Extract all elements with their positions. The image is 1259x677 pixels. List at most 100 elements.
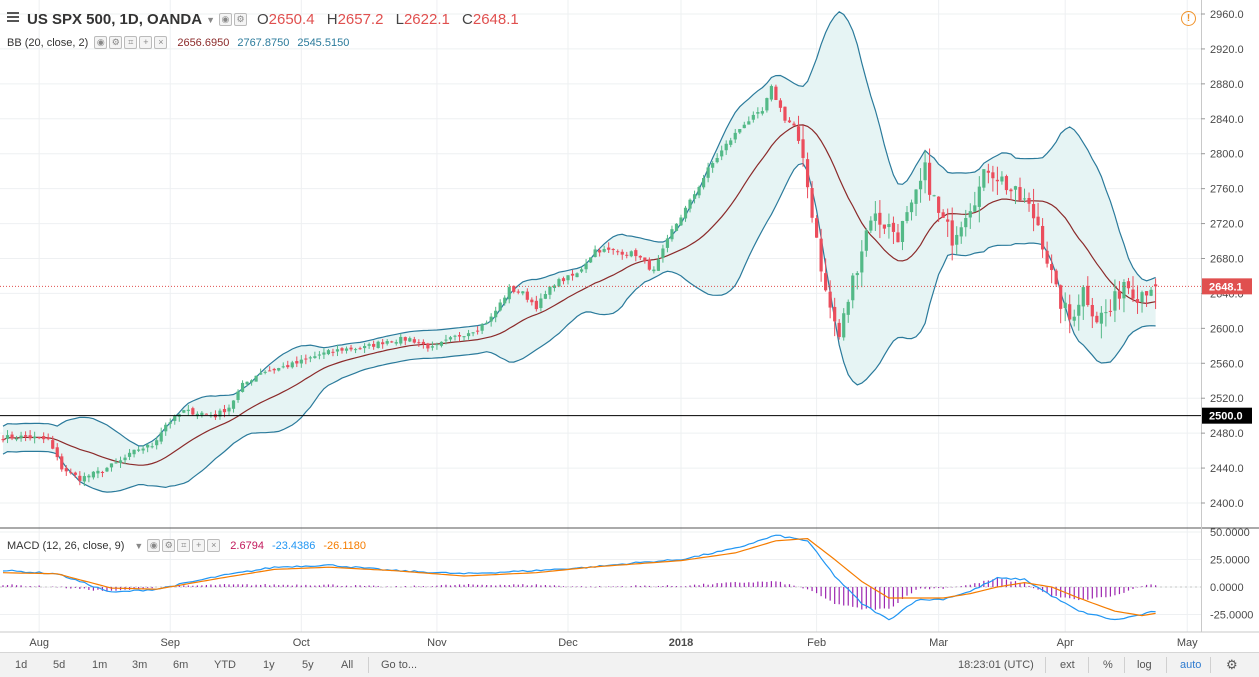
candle-up[interactable]: [855, 273, 859, 276]
candle-down[interactable]: [24, 435, 28, 437]
candle-down[interactable]: [1018, 187, 1022, 201]
candle-up[interactable]: [851, 275, 855, 301]
candle-up[interactable]: [715, 157, 719, 163]
candle-down[interactable]: [647, 259, 651, 270]
candle-up[interactable]: [137, 449, 141, 451]
candle-up[interactable]: [1013, 186, 1018, 190]
candle-up[interactable]: [702, 178, 706, 188]
candle-up[interactable]: [918, 180, 923, 190]
candle-up[interactable]: [1081, 287, 1085, 307]
candle-up[interactable]: [376, 341, 380, 348]
candle-down[interactable]: [46, 437, 50, 440]
candle-down[interactable]: [1027, 198, 1031, 204]
settings-icon[interactable]: ⚙: [109, 36, 123, 49]
chevron-down-icon[interactable]: ▼: [134, 540, 144, 551]
candle-up[interactable]: [259, 373, 263, 375]
candle-up[interactable]: [742, 124, 746, 129]
candle-down[interactable]: [417, 342, 421, 344]
candle-down[interactable]: [991, 172, 995, 179]
candle-up[interactable]: [96, 470, 100, 474]
candle-down[interactable]: [1031, 204, 1036, 219]
candle-up[interactable]: [494, 310, 498, 318]
candle-down[interactable]: [598, 250, 602, 253]
candle-down[interactable]: [611, 248, 615, 251]
candle-up[interactable]: [765, 98, 769, 111]
candle-down[interactable]: [69, 472, 73, 474]
candle-up[interactable]: [566, 275, 570, 281]
candle-up[interactable]: [200, 412, 204, 416]
price-chart[interactable]: 2960.0 2920.0 2880.0 2840.0 2800.0 2760.0 2720…: [0, 0, 1259, 652]
goto-button[interactable]: Go to...: [381, 659, 418, 671]
candle-down[interactable]: [372, 343, 376, 347]
candle-down[interactable]: [78, 475, 82, 481]
candle-down[interactable]: [1090, 304, 1094, 317]
candle-up[interactable]: [344, 348, 349, 351]
candle-up[interactable]: [218, 410, 222, 417]
candle-up[interactable]: [250, 380, 254, 383]
candle-up[interactable]: [589, 257, 593, 263]
candle-up[interactable]: [317, 354, 321, 356]
macd-name[interactable]: MACD (12, 26, close, 9): [7, 539, 125, 552]
timeframe-1y[interactable]: 1y: [263, 659, 275, 671]
candle-down[interactable]: [1036, 216, 1040, 226]
candle-down[interactable]: [891, 222, 896, 232]
candle-down[interactable]: [457, 335, 462, 337]
candle-up[interactable]: [448, 337, 453, 340]
settings-icon[interactable]: ⚙: [233, 13, 247, 26]
candle-down[interactable]: [1068, 304, 1072, 320]
candle-up[interactable]: [466, 333, 471, 337]
candle-down[interactable]: [607, 247, 611, 250]
candle-down[interactable]: [349, 347, 353, 350]
macd-pane[interactable]: [0, 534, 1201, 621]
candle-up[interactable]: [869, 220, 873, 231]
candle-up[interactable]: [150, 446, 154, 448]
candle-down[interactable]: [286, 365, 290, 368]
candle-up[interactable]: [435, 344, 439, 346]
percent-toggle[interactable]: %: [1103, 659, 1113, 671]
candle-up[interactable]: [887, 223, 891, 228]
candle-up[interactable]: [168, 422, 172, 424]
candle-down[interactable]: [792, 123, 796, 126]
candle-down[interactable]: [833, 306, 837, 322]
candle-up[interactable]: [900, 220, 905, 242]
candle-up[interactable]: [155, 440, 159, 446]
candle-up[interactable]: [846, 301, 850, 315]
candle-up[interactable]: [277, 368, 281, 371]
candle-down[interactable]: [28, 435, 32, 439]
candle-up[interactable]: [159, 432, 163, 442]
candle-down[interactable]: [638, 255, 642, 258]
candle-up[interactable]: [711, 163, 715, 168]
add-icon[interactable]: +: [192, 539, 206, 552]
candle-down[interactable]: [204, 413, 208, 415]
symbol-title[interactable]: US SPX 500, 1D, OANDA: [27, 11, 203, 28]
candle-up[interactable]: [19, 435, 23, 439]
close-icon[interactable]: ×: [207, 539, 221, 552]
candle-up[interactable]: [697, 186, 701, 196]
candle-down[interactable]: [819, 238, 823, 272]
add-icon[interactable]: +: [139, 36, 153, 49]
candle-up[interactable]: [118, 460, 123, 463]
candle-up[interactable]: [584, 263, 588, 270]
candle-down[interactable]: [616, 251, 620, 253]
candle-up[interactable]: [661, 248, 665, 259]
candle-up[interactable]: [955, 234, 959, 245]
candle-down[interactable]: [946, 219, 950, 222]
candle-up[interactable]: [760, 111, 764, 114]
candle-down[interactable]: [1059, 285, 1063, 309]
candle-up[interactable]: [548, 286, 552, 295]
candle-up[interactable]: [688, 199, 692, 209]
candle-up[interactable]: [453, 335, 457, 337]
candle-down[interactable]: [837, 322, 841, 337]
candle-up[interactable]: [575, 273, 579, 278]
candle-down[interactable]: [774, 86, 778, 100]
candle-up[interactable]: [747, 121, 751, 125]
timeframe-5y[interactable]: 5y: [302, 659, 314, 671]
candle-down[interactable]: [828, 291, 832, 308]
candle-up[interactable]: [127, 452, 132, 457]
candle-up[interactable]: [471, 332, 475, 334]
candle-up[interactable]: [87, 475, 91, 478]
timeframe-6m[interactable]: 6m: [173, 659, 189, 671]
candle-down[interactable]: [412, 339, 416, 343]
candle-down[interactable]: [1009, 189, 1013, 192]
candle-down[interactable]: [643, 257, 647, 261]
